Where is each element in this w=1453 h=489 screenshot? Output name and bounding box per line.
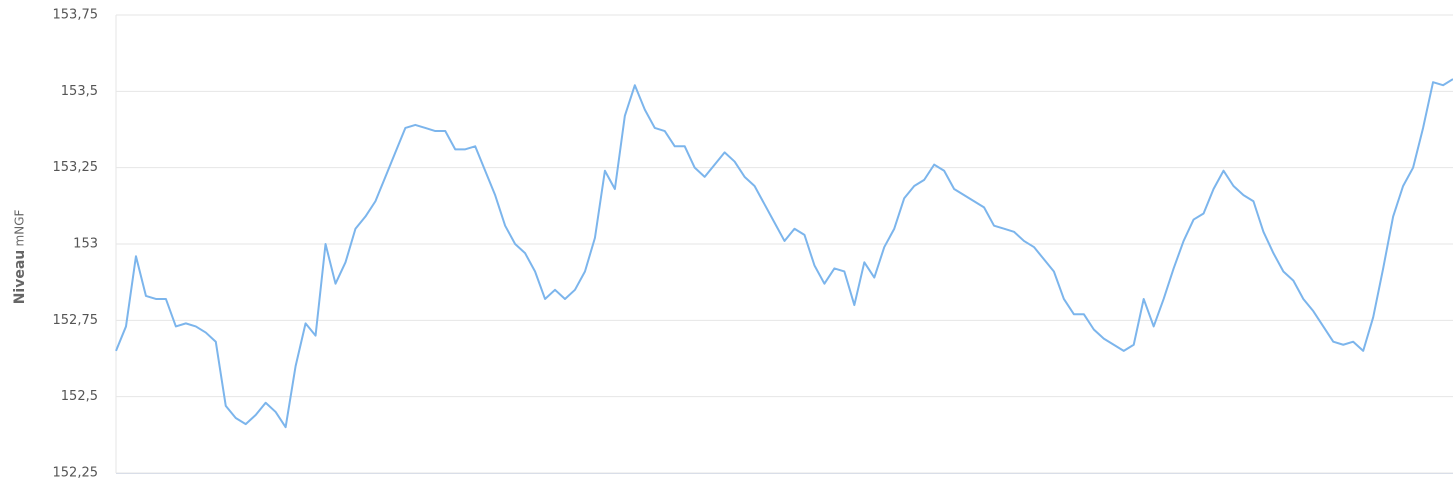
data-line <box>115 78 1453 429</box>
y-tick-label: 152,25 <box>53 466 99 481</box>
y-tick-label: 153 <box>73 237 98 252</box>
y-tick-label: 153,5 <box>61 84 98 99</box>
y-axis-title: Niveau <box>12 250 28 305</box>
y-axis-unit: mNGF <box>13 209 27 246</box>
y-tick-label: 153,75 <box>53 8 99 23</box>
y-tick-label: 152,5 <box>61 389 98 404</box>
y-tick-label: 152,75 <box>53 313 99 328</box>
y-tick-label: 153,25 <box>53 160 99 175</box>
